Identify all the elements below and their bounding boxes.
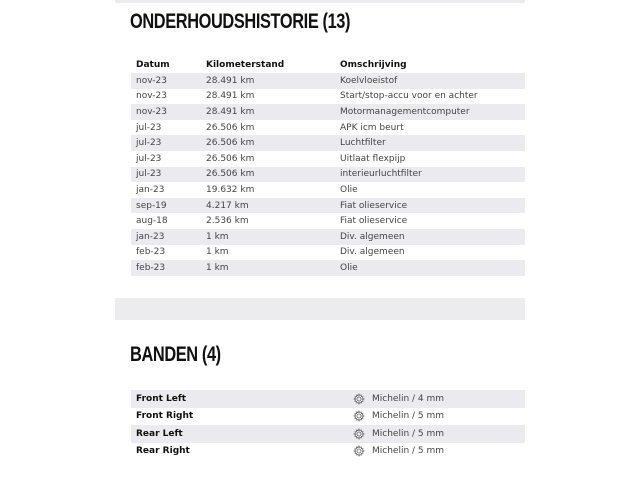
cell-description: Fiat olieservice: [335, 197, 525, 214]
tire-icon: [353, 425, 367, 443]
cell-description: Olie: [335, 260, 525, 276]
cell-description: APK icm beurt: [340, 122, 404, 133]
table-row: nov-23 28.491 km Koelvloeistof: [131, 73, 525, 89]
cell-description: interieurluchtfilter: [335, 166, 525, 183]
tire-icon: [353, 408, 367, 426]
tire-row: Rear Left Michelin / 5 mm: [131, 425, 525, 443]
tire-brand-depth: Michelin / 4 mm: [367, 390, 525, 408]
cell-mileage: 28.491 km: [206, 91, 255, 102]
table-row: jan-23 19.632 km Olie: [131, 182, 525, 198]
cell-description: Koelvloeistof: [335, 73, 525, 89]
tire-row: Front Right Michelin / 5 mm: [131, 408, 525, 426]
cell-description: Start/stop-accu voor en achter: [340, 91, 478, 102]
cell-mileage: 19.632 km: [206, 184, 255, 195]
cell-description: Fiat olieservice: [340, 216, 408, 227]
column-header-description: Omschrijving: [340, 60, 407, 70]
cell-description: Div. algemeen: [335, 228, 525, 245]
table-header: Datum Kilometerstand Omschrijving: [131, 57, 525, 73]
cell-description: Uitlaat flexpijp: [340, 153, 406, 164]
table-row: jul-23 26.506 km Uitlaat flexpijp: [131, 151, 525, 167]
cell-mileage: 26.506 km: [206, 153, 255, 164]
tire-brand-depth: Michelin / 5 mm: [372, 446, 445, 457]
top-divider: [115, 0, 525, 3]
cell-mileage: 28.491 km: [201, 73, 335, 89]
cell-date: jul-23: [136, 122, 162, 133]
tire-row: Rear Right Michelin / 5 mm: [131, 443, 525, 461]
column-header-date: Datum: [136, 60, 170, 70]
tire-position: Rear Left: [131, 425, 353, 443]
cell-date: jul-23: [136, 153, 162, 164]
tire-icon: [353, 390, 367, 408]
column-header-mileage: Kilometerstand: [206, 60, 285, 70]
table-row: feb-23 1 km Olie: [131, 260, 525, 276]
table-row: aug-18 2.536 km Fiat olieservice: [131, 213, 525, 229]
tire-brand-depth: Michelin / 5 mm: [367, 425, 525, 443]
cell-mileage: 26.506 km: [201, 166, 335, 183]
cell-mileage: 26.506 km: [206, 122, 255, 133]
cell-description: Olie: [340, 184, 358, 195]
cell-mileage: 26.506 km: [201, 135, 335, 151]
cell-date: nov-23: [136, 91, 167, 102]
cell-date: sep-19: [131, 197, 201, 214]
tire-brand-depth: Michelin / 5 mm: [372, 411, 445, 422]
table-row: jul-23 26.506 km Luchtfilter: [131, 135, 525, 151]
table-row: jan-23 1 km Div. algemeen: [131, 228, 525, 245]
table-row: nov-23 28.491 km Motormanagementcomputer: [131, 104, 525, 120]
tire-position: Rear Right: [136, 446, 190, 457]
table-row: jul-23 26.506 km APK icm beurt: [131, 120, 525, 136]
tire-position: Front Right: [136, 411, 194, 422]
table-row: nov-23 28.491 km Start/stop-accu voor en a…: [131, 89, 525, 105]
cell-date: nov-23: [131, 104, 201, 120]
cell-description: Div. algemeen: [340, 247, 405, 258]
cell-mileage: 1 km: [201, 260, 335, 276]
cell-mileage: 2.536 km: [206, 216, 249, 227]
cell-date: jan-23: [136, 184, 165, 195]
cell-description: Motormanagementcomputer: [335, 104, 525, 120]
section-divider-band: [115, 298, 525, 320]
maintenance-history-table: Datum Kilometerstand Omschrijving nov-23…: [131, 57, 525, 276]
cell-date: jan-23: [131, 228, 201, 245]
cell-date: aug-18: [136, 216, 168, 227]
cell-description: Luchtfilter: [335, 135, 525, 151]
cell-mileage: 28.491 km: [201, 104, 335, 120]
tire-icon: [353, 443, 367, 461]
table-row: jul-23 26.506 km interieurluchtfilter: [131, 166, 525, 183]
cell-mileage: 1 km: [206, 247, 229, 258]
tires-table: Front Left Michelin / 4 mm Front Right Mich…: [131, 390, 525, 460]
tire-row: Front Left Michelin / 4 mm: [131, 390, 525, 408]
table-row: feb-23 1 km Div. algemeen: [131, 245, 525, 261]
cell-date: feb-23: [131, 260, 201, 276]
cell-mileage: 4.217 km: [201, 197, 335, 214]
maintenance-history-title: ONDERHOUDSHISTORIE (13): [130, 10, 351, 33]
tires-title: BANDEN (4): [130, 343, 221, 366]
table-row: sep-19 4.217 km Fiat olieservice: [131, 197, 525, 214]
cell-date: jul-23: [131, 135, 201, 151]
cell-date: nov-23: [131, 73, 201, 89]
cell-date: jul-23: [131, 166, 201, 183]
tire-position: Front Left: [131, 390, 353, 408]
cell-date: feb-23: [136, 247, 166, 258]
cell-mileage: 1 km: [201, 228, 335, 245]
